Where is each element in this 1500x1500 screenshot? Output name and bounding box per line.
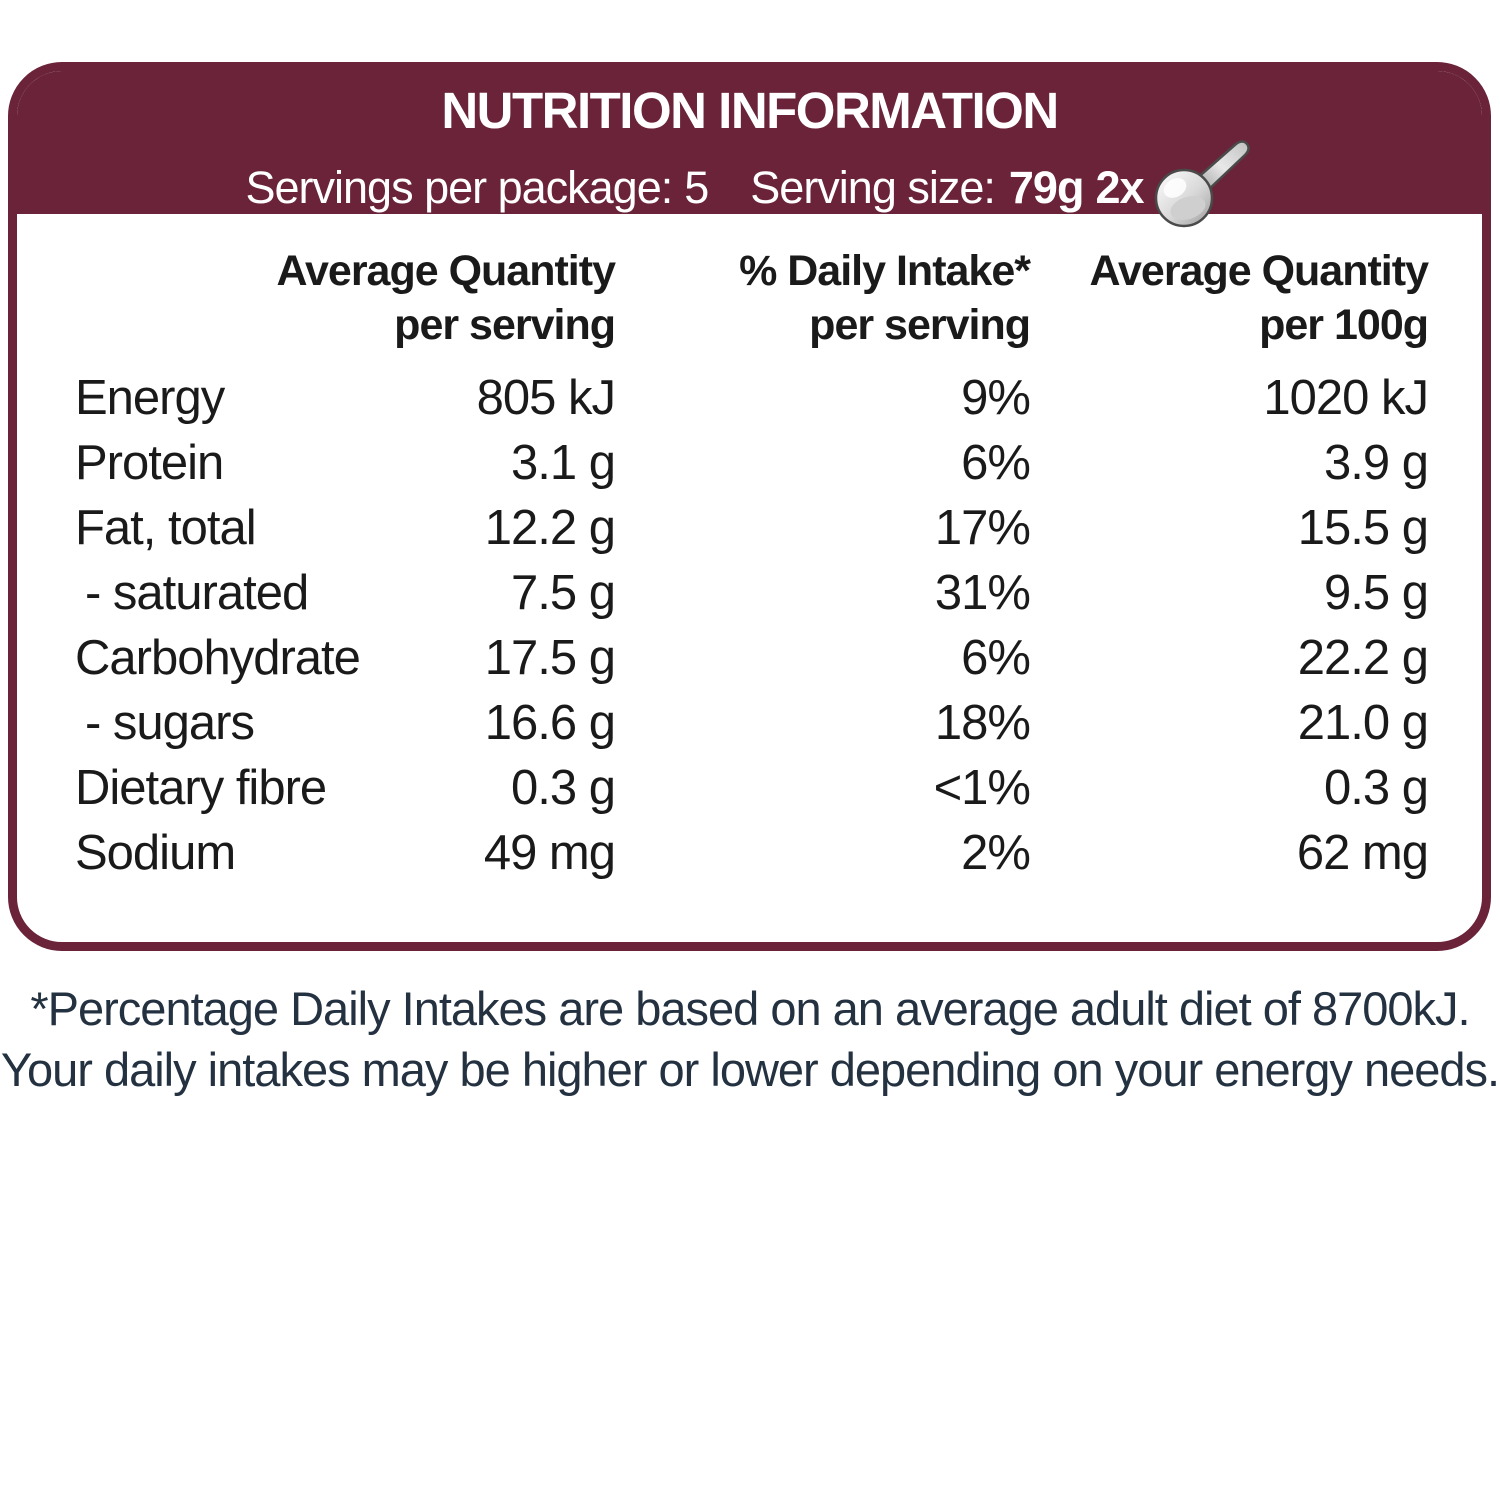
serving-size-label: Serving size: (750, 162, 996, 213)
header-per-100g-qty-line2: per 100g (1259, 301, 1429, 349)
daily-intake-value: 6% (961, 436, 1031, 490)
table-row-dietary-fibre: Dietary fibre 0.3 g <1% 0.3 g (75, 756, 1429, 821)
per-serving-value: 16.6 g (484, 696, 616, 750)
table-header-row: Average Quantity per serving % Daily Int… (75, 244, 1429, 352)
nutrient-label: Energy (75, 371, 225, 425)
nutrition-table: Average Quantity per serving % Daily Int… (17, 214, 1482, 886)
panel-title: NUTRITION INFORMATION (441, 82, 1059, 139)
table-row-carbohydrate: Carbohydrate 17.5 g 6% 22.2 g (75, 626, 1429, 691)
nutrient-label: - saturated (85, 566, 309, 620)
nutrient-label: - sugars (85, 696, 255, 750)
table-row-sugars: - sugars 16.6 g 18% 21.0 g (75, 691, 1429, 756)
table-row-fat-total: Fat, total 12.2 g 17% 15.5 g (75, 496, 1429, 561)
per-serving-value: 805 kJ (476, 371, 616, 425)
header-daily-intake-line2: per serving (809, 301, 1031, 349)
header-per-100g-qty-line1: Average Quantity (1089, 247, 1429, 295)
nutrient-label: Dietary fibre (75, 761, 327, 815)
header-per-100g-qty: Average Quantity per 100g (1030, 244, 1429, 352)
serving-info: Servings per package: 5 Serving size: 79… (17, 140, 1482, 236)
nutrient-label: Sodium (75, 826, 236, 880)
daily-intake-value: 6% (961, 631, 1031, 685)
footnote-line2: Your daily intakes may be higher or lowe… (0, 1043, 1500, 1096)
serving-size-note: 2x (1095, 162, 1144, 213)
servings-per-package-value: 5 (684, 162, 709, 213)
per-100g-value: 0.3 g (1324, 761, 1429, 815)
daily-intake-value: 18% (934, 696, 1031, 750)
per-100g-value: 3.9 g (1324, 436, 1429, 490)
servings-per-package-label: Servings per package: (245, 162, 673, 213)
footnote-line1: *Percentage Daily Intakes are based on a… (30, 982, 1470, 1035)
header-daily-intake: % Daily Intake* per serving (615, 244, 1031, 352)
daily-intake-value: <1% (933, 761, 1031, 815)
per-100g-value: 15.5 g (1297, 501, 1429, 555)
daily-intake-value: 31% (934, 566, 1031, 620)
header-per-serving-qty-line2: per serving (394, 301, 616, 349)
nutrient-label: Carbohydrate (75, 631, 361, 685)
table-row-saturated-fat: - saturated 7.5 g 31% 9.5 g (75, 561, 1429, 626)
panel-header: NUTRITION INFORMATION Servings per packa… (17, 71, 1482, 228)
daily-intake-value: 17% (934, 501, 1031, 555)
per-serving-value: 3.1 g (511, 436, 616, 490)
per-100g-value: 1020 kJ (1263, 371, 1429, 425)
per-100g-value: 62 mg (1296, 826, 1429, 880)
per-100g-value: 9.5 g (1324, 566, 1429, 620)
per-100g-value: 21.0 g (1297, 696, 1429, 750)
spoon-icon (1154, 140, 1250, 228)
header-per-serving-qty: Average Quantity per serving (277, 244, 616, 352)
table-row-protein: Protein 3.1 g 6% 3.9 g (75, 431, 1429, 496)
per-serving-value: 12.2 g (484, 501, 616, 555)
nutrition-panel: NUTRITION INFORMATION Servings per packa… (8, 62, 1491, 951)
per-serving-value: 49 mg (483, 826, 616, 880)
nutrient-label: Protein (75, 436, 224, 490)
daily-intake-value: 9% (961, 371, 1031, 425)
daily-intake-value: 2% (961, 826, 1031, 880)
daily-intake-footnote: *Percentage Daily Intakes are based on a… (0, 978, 1500, 1100)
per-serving-value: 0.3 g (511, 761, 616, 815)
per-serving-value: 7.5 g (511, 566, 616, 620)
table-row-energy: Energy 805 kJ 9% 1020 kJ (75, 366, 1429, 431)
header-daily-intake-line1: % Daily Intake* (739, 247, 1031, 295)
header-per-serving-qty-line1: Average Quantity (276, 247, 616, 295)
table-row-sodium: Sodium 49 mg 2% 62 mg (75, 821, 1429, 886)
serving-size-value: 79g (1008, 162, 1085, 213)
nutrient-label: Fat, total (75, 501, 257, 555)
per-serving-value: 17.5 g (484, 631, 616, 685)
per-100g-value: 22.2 g (1297, 631, 1429, 685)
